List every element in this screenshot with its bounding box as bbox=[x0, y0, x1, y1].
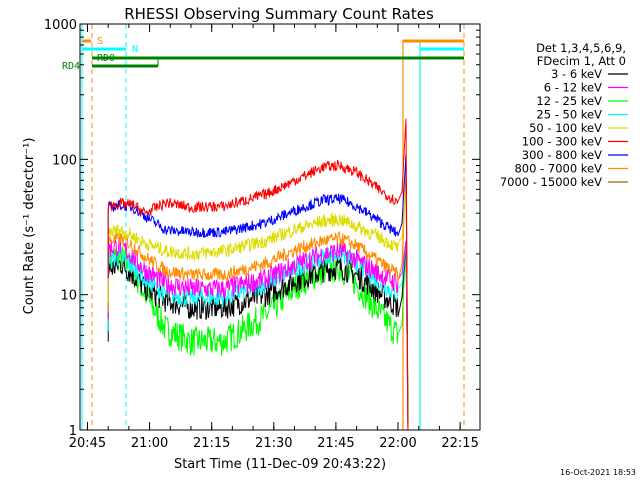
x-tick-label: 20:45 bbox=[69, 436, 106, 451]
y-tick-label: 10 bbox=[60, 289, 77, 304]
legend-entry-label: 50 - 100 keV bbox=[529, 121, 602, 135]
series-line-300to800kev bbox=[107, 153, 409, 430]
x-tick-label: 21:45 bbox=[317, 436, 354, 451]
legend: Det 1,3,4,5,6,9, FDecim 1, Att 0 3 - 6 k… bbox=[500, 41, 628, 189]
legend-header-line-1: Det 1,3,4,5,6,9, bbox=[536, 41, 626, 55]
series-line-100to300kev bbox=[107, 118, 409, 430]
x-axis-label: Start Time (11-Dec-09 20:43:22) bbox=[174, 457, 386, 472]
x-tick-label: 21:30 bbox=[255, 436, 292, 451]
legend-entry-label: 800 - 7000 keV bbox=[514, 162, 602, 176]
x-tick-label: 22:00 bbox=[379, 436, 416, 451]
series-line-50to100kev bbox=[107, 189, 409, 430]
plot-frame bbox=[79, 23, 481, 431]
x-tick-label: 21:00 bbox=[131, 436, 168, 451]
series-line-6to12kev bbox=[107, 235, 409, 430]
flag-label-s: S bbox=[97, 36, 103, 47]
legend-entry-label: 100 - 300 keV bbox=[522, 135, 602, 149]
timestamp: 16-Oct-2021 18:53 bbox=[560, 468, 636, 477]
y-tick-label: 100 bbox=[52, 153, 77, 168]
x-tick-label: 22:15 bbox=[441, 436, 478, 451]
chart-title: RHESSI Observing Summary Count Rates bbox=[124, 5, 434, 23]
flag-label-rd0: RD0 bbox=[97, 53, 115, 64]
flag-label-rd4: RD4 bbox=[62, 61, 80, 72]
y-axis-label: Count Rate (s⁻¹ detector⁻¹) bbox=[22, 138, 37, 315]
legend-entry-label: 7000 - 15000 keV bbox=[500, 175, 602, 189]
flag-lines bbox=[81, 24, 465, 430]
legend-header-line-2: FDecim 1, Att 0 bbox=[537, 54, 626, 68]
y-tick-label: 1 bbox=[69, 424, 77, 439]
legend-entry-label: 300 - 800 keV bbox=[522, 148, 602, 162]
flag-label-n: N bbox=[132, 44, 138, 55]
legend-entry-label: 6 - 12 keV bbox=[544, 81, 602, 95]
axes: 1 10 100 1000 20:45 21:00 21:15 21:30 21:45 22:00… bbox=[44, 18, 481, 451]
x-tick-label: 21:15 bbox=[193, 436, 230, 451]
y-tick-label: 1000 bbox=[44, 18, 77, 33]
legend-entry-label: 25 - 50 keV bbox=[536, 108, 602, 122]
legend-entry-label: 3 - 6 keV bbox=[551, 67, 602, 81]
series-line-800to7000kev bbox=[107, 172, 409, 430]
legend-entry-label: 12 - 25 keV bbox=[536, 94, 602, 108]
series-layer bbox=[107, 118, 409, 430]
